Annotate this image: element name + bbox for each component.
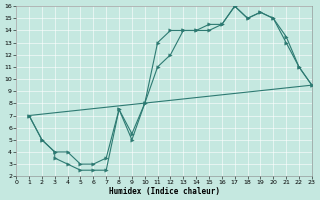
X-axis label: Humidex (Indice chaleur): Humidex (Indice chaleur) xyxy=(108,187,220,196)
